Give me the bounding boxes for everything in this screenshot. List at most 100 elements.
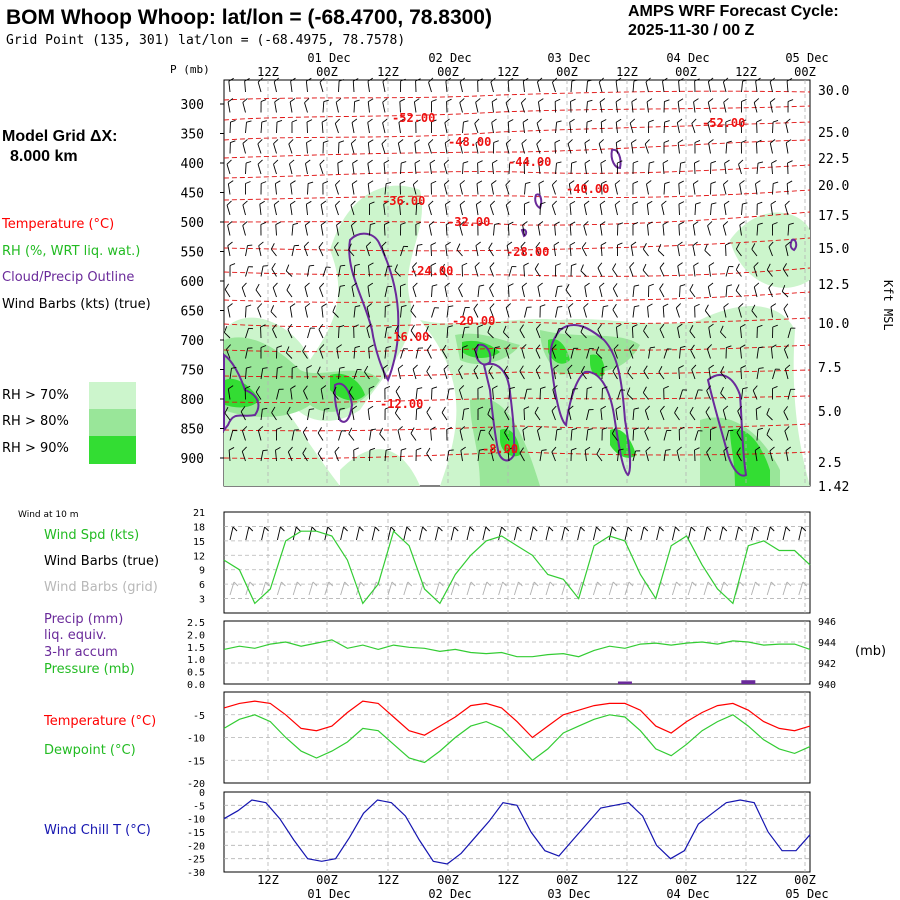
wind-barb-staff — [459, 225, 463, 236]
wind-barb-feather — [534, 406, 539, 414]
wind-barb-staff — [319, 164, 324, 175]
wind-barb-staff — [400, 306, 402, 318]
wind-barb-feather — [707, 118, 713, 124]
wind-barb-staff — [692, 245, 696, 257]
wind-barb-feather — [535, 241, 541, 248]
wind-barb-staff — [412, 368, 417, 380]
pressure-tick-600: 600 — [181, 275, 204, 290]
wind-barb-feather — [415, 119, 421, 123]
date-tick-bottom-0: 01 Dec — [307, 887, 350, 900]
wind-barb-staff — [245, 245, 248, 257]
wind-barb-feather — [271, 262, 276, 269]
wind-barb-staff — [305, 81, 308, 93]
wind-barb-feather — [244, 385, 251, 389]
wind-barb-feather — [565, 283, 570, 291]
wind-barb-feather — [304, 98, 310, 104]
wind-barb-staff — [679, 286, 681, 298]
wind-barb-feather — [757, 222, 763, 226]
time-tick-top-5: 00Z — [556, 65, 578, 79]
wind-barb-staff — [382, 102, 386, 113]
wind-barb-feather — [410, 427, 415, 434]
wind-barb-staff — [384, 347, 387, 359]
wind-barb-staff — [319, 82, 324, 93]
surface-barb-grid — [229, 581, 235, 596]
surface-barb-true — [750, 526, 755, 541]
wind-barb-staff — [303, 246, 308, 257]
wind-barb-feather — [426, 406, 431, 413]
wind-barb-feather — [784, 426, 790, 432]
wind-barb-feather — [290, 385, 296, 390]
surface-barb-grid-feather — [723, 581, 729, 587]
wind-barb-feather — [477, 78, 483, 82]
wind-barb-feather — [463, 408, 469, 410]
wind-barb-feather — [306, 77, 312, 82]
wind-barb-staff — [441, 412, 448, 421]
wind-barb-feather — [355, 305, 361, 308]
wind-barb-feather — [752, 385, 758, 391]
wind-barb-staff — [260, 368, 264, 380]
rh-shade-17 — [730, 429, 770, 486]
wind-barb-feather — [324, 407, 330, 410]
wind-barb-staff — [364, 371, 370, 380]
wind-barb-staff — [677, 327, 680, 339]
wind-barb-feather — [273, 200, 280, 206]
wind-barb-feather — [660, 405, 665, 412]
wind-barb-staff — [475, 142, 479, 154]
wind-barb-feather — [615, 77, 622, 82]
wind-barb-staff — [338, 327, 340, 339]
wind-barb-feather — [598, 77, 605, 83]
surface-barb-grid-feather — [676, 581, 681, 587]
wind-barb-staff — [332, 311, 339, 318]
wind-barb-feather — [367, 77, 374, 82]
wind-barb-staff — [584, 142, 587, 154]
wind-barb-staff — [658, 371, 665, 380]
wind-barb-feather — [335, 180, 341, 186]
wind-barb-staff — [551, 184, 556, 195]
wind-barb-feather — [257, 159, 263, 165]
wind-barb-staff — [555, 286, 558, 298]
wind-barb-feather — [785, 118, 791, 124]
wind-barb-staff — [785, 245, 789, 257]
wind-barb-staff — [689, 412, 696, 421]
rh-shade-11 — [330, 373, 365, 401]
wind-barb-feather — [242, 98, 248, 103]
wind-barb-staff — [508, 266, 513, 277]
surface-barb-true — [229, 526, 234, 541]
wind-barb-staff — [400, 450, 402, 462]
wind-barb-staff — [348, 391, 355, 400]
surface-barb-grid — [450, 581, 456, 596]
wind-barb-staff — [679, 163, 682, 175]
wind-barb-feather — [677, 241, 683, 246]
pressure-tick-750: 750 — [181, 364, 204, 379]
wind-barb-feather — [587, 99, 593, 103]
wind-barb-staff — [537, 224, 541, 236]
wind-barb-staff — [784, 368, 789, 380]
wind-barb-staff — [615, 142, 618, 154]
wind-barb-staff — [245, 348, 249, 359]
time-tick-bottom-1: 00Z — [316, 873, 338, 887]
wind-barb-staff — [586, 429, 589, 441]
wind-barb-feather — [505, 344, 511, 350]
wind-barb-feather — [394, 407, 399, 414]
cloud-outline-4 — [482, 362, 516, 462]
wind-barb-staff — [334, 184, 339, 195]
wind-barb-staff — [348, 249, 355, 257]
wind-barb-staff — [430, 429, 432, 441]
wind-barb-feather — [479, 448, 485, 451]
surface-barb-grid — [324, 581, 330, 596]
wind-barb-feather — [556, 428, 562, 431]
wind-barb-feather — [228, 180, 234, 185]
wind-barb-staff — [611, 433, 618, 441]
wind-barb-staff — [784, 205, 789, 216]
wind-barb-staff — [555, 122, 558, 134]
wind-barb-staff — [410, 433, 417, 441]
contour-label-1: -48.00 — [448, 135, 491, 149]
wind-barb-staff — [769, 143, 773, 154]
wind-barb-feather — [242, 139, 248, 144]
rh70-swatch — [89, 382, 136, 409]
wind-barb-staff — [490, 450, 494, 462]
wind-barb-feather — [711, 202, 717, 205]
wind-barb-feather — [275, 221, 281, 225]
wind-barb-feather — [626, 387, 631, 395]
wind-barb-staff — [257, 430, 262, 441]
